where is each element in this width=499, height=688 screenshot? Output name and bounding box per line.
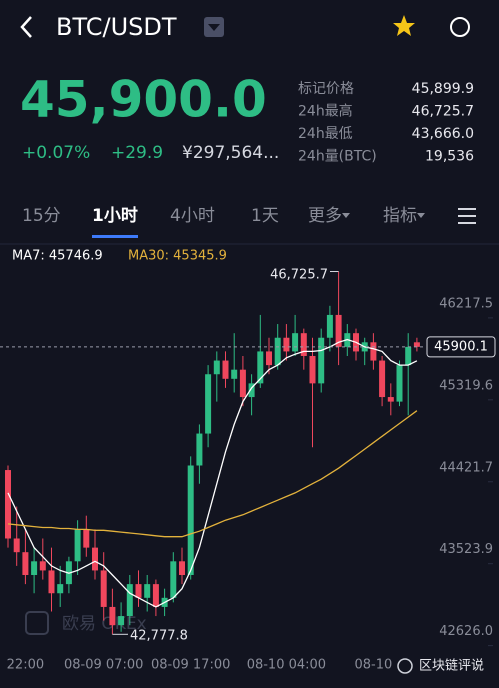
back-button[interactable]: [20, 16, 32, 38]
candle-body: [222, 360, 229, 379]
candle-body: [187, 465, 194, 575]
candle-body: [248, 383, 255, 398]
interval-tab[interactable]: 更多: [308, 206, 342, 226]
candle-body: [48, 570, 55, 594]
candle-body: [205, 374, 212, 434]
candlestick-chart: MA7: 45746.9 MA30: 45345.9 46217.5 45319.6 4…: [0, 249, 496, 673]
interval-tab[interactable]: 15分: [22, 206, 61, 226]
change-amount: +29.9: [111, 143, 163, 163]
candle-body: [213, 360, 220, 375]
candle-body: [92, 547, 98, 571]
settings-icon[interactable]: [458, 208, 476, 224]
candle-body: [318, 337, 325, 384]
candle-body: [335, 314, 342, 347]
x-tick-label: 08-10: [355, 658, 393, 673]
pair-title[interactable]: BTC/USDT: [56, 13, 177, 41]
y-tick-label: 42626.0: [439, 624, 493, 639]
candle-body: [283, 337, 290, 352]
footer-watermark: 区块链评说: [419, 659, 484, 674]
y-tick-label: 44421.7: [439, 460, 493, 475]
interval-tabs: 15分 1小时 4小时 1天 更多 指标: [22, 206, 417, 226]
high-annotation: 46,725.7: [270, 268, 328, 283]
candle-body: [309, 355, 316, 384]
watermark-logo: [25, 611, 49, 635]
candle-body: [300, 333, 307, 356]
y-tick-label: 43523.9: [439, 542, 493, 557]
favorite-star[interactable]: [393, 15, 415, 36]
interval-tab[interactable]: 指标: [383, 206, 417, 226]
candle-body: [292, 333, 299, 352]
candle-body: [231, 369, 238, 379]
stat-label: 24h最高: [298, 103, 353, 120]
change-percent: +0.07%: [22, 143, 90, 163]
last-price: 45,900.0: [20, 71, 267, 129]
candle-body: [196, 433, 203, 466]
x-tick-label: 08-09 17:00: [151, 658, 230, 673]
candle-body: [274, 337, 281, 366]
candle-body: [266, 351, 272, 366]
candle-body: [126, 584, 133, 617]
candle-body: [257, 351, 264, 384]
candle-body: [179, 561, 185, 575]
stat-label: 24h最低: [298, 126, 353, 142]
y-tick-label: 45319.6: [439, 378, 493, 393]
candle-body: [13, 538, 20, 553]
y-tick-label: 46217.5: [439, 296, 493, 311]
moving-average-line: [7, 338, 418, 608]
candle-body: [57, 584, 64, 594]
candle-body: [396, 365, 403, 402]
candle-body: [22, 552, 29, 575]
indicator-arrow: [417, 213, 425, 218]
candle-body: [413, 342, 420, 347]
moving-average-line: [7, 410, 418, 538]
cny-price: ¥297,564...: [182, 143, 279, 163]
candle-body: [135, 584, 142, 598]
last-price-label: 45900.1: [434, 339, 488, 354]
wechat-icon: [397, 658, 413, 674]
stat-label: 标记价格: [298, 81, 354, 97]
low-annotation: 42,777.8: [130, 629, 188, 644]
share-button[interactable]: [450, 17, 470, 37]
candle-body: [405, 346, 412, 366]
candle-body: [170, 561, 177, 598]
stats-table: 标记价格 45,899.9 24h最高 46,725.7 24h最低 43,666.0 24…: [298, 81, 474, 165]
x-tick-label: 08-09 07:00: [64, 658, 143, 673]
candle-body: [239, 369, 246, 398]
candle-body: [152, 584, 159, 607]
candle-body: [379, 360, 386, 398]
interval-tab[interactable]: 1天: [251, 206, 279, 226]
candle-body: [118, 616, 125, 626]
x-tick-label: 22:00: [7, 658, 44, 673]
candle-body: [39, 561, 46, 571]
interval-tab[interactable]: 4小时: [170, 206, 215, 226]
candle-body: [387, 397, 394, 402]
interval-tab[interactable]: 1小时: [92, 206, 138, 226]
candle-body: [144, 584, 151, 598]
legend-entry: MA7: 45746.9: [12, 249, 103, 264]
candle-body: [74, 529, 81, 562]
active-tab-underline: [92, 235, 138, 238]
stat-value: 43,666.0: [412, 126, 474, 142]
candle-body: [109, 606, 116, 626]
dropdown-arrow: [208, 24, 220, 31]
exchange-watermark: 欧易 OKEx: [62, 614, 147, 634]
more-arrow: [342, 213, 350, 218]
stat-label: 24h量(BTC): [298, 149, 377, 165]
stat-value: 45,899.9: [412, 81, 474, 97]
candle-body: [100, 570, 107, 607]
candle-body: [370, 342, 377, 361]
x-tick-label: 08-10 04:00: [247, 658, 326, 673]
legend-entry: MA30: 45345.9: [128, 249, 227, 264]
stat-value: 19,536: [425, 149, 474, 165]
candle-body: [326, 314, 333, 338]
last-price-tag: [426, 336, 496, 358]
candle-body: [31, 561, 38, 575]
candle-body: [83, 529, 90, 548]
candle-body: [5, 470, 11, 539]
stat-value: 46,725.7: [412, 104, 474, 120]
